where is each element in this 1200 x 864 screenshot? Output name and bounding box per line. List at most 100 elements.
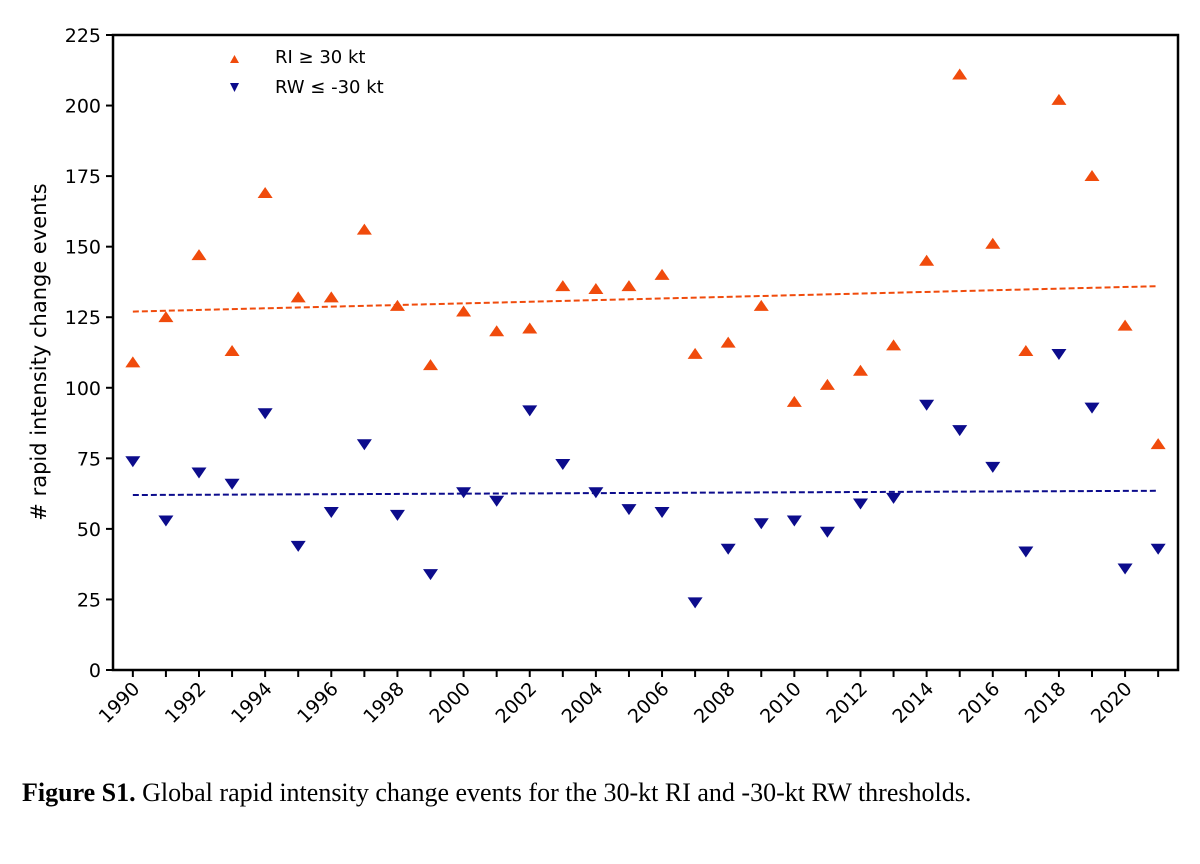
data-point-ri <box>886 339 902 351</box>
data-point-rw <box>158 515 174 527</box>
data-point-ri <box>654 268 670 280</box>
data-point-rw <box>257 408 273 420</box>
data-point-rw <box>654 507 670 519</box>
data-point-ri <box>555 280 571 292</box>
axes <box>111 33 1180 672</box>
data-point-rw <box>786 515 802 527</box>
data-point-ri <box>852 364 868 376</box>
figure-caption: Figure S1. Global rapid intensity change… <box>22 778 1172 808</box>
data-point-ri <box>522 322 538 334</box>
figure-caption-text: Global rapid intensity change events for… <box>135 778 972 807</box>
x-tick-label: 2000 <box>425 678 475 728</box>
data-point-rw <box>886 492 902 504</box>
y-tick-label: 200 <box>65 96 101 118</box>
data-point-rw <box>456 487 472 499</box>
data-point-rw <box>985 461 1001 473</box>
x-tick-label: 2014 <box>888 678 938 728</box>
data-point-ri <box>1150 438 1166 450</box>
data-point-rw <box>1018 546 1034 558</box>
data-point-ri <box>489 325 505 337</box>
data-point-rw <box>720 543 736 555</box>
y-axis-label: # rapid intensity change events <box>27 183 51 520</box>
data-point-rw <box>224 478 240 490</box>
data-point-rw <box>819 526 835 538</box>
data-point-rw <box>919 399 935 411</box>
x-tick-label: 1990 <box>95 678 145 728</box>
data-point-ri <box>786 395 802 407</box>
figure-caption-label: Figure S1. <box>22 778 136 807</box>
data-point-ri <box>191 249 207 261</box>
x-axis: 1990 1992 1994 1996 1998 2000 2002 2004 2006 2008… <box>95 670 1160 728</box>
data-point-rw <box>489 495 505 507</box>
data-point-ri <box>323 291 339 303</box>
trend-line-ri <box>132 285 1159 313</box>
data-point-rw <box>621 504 637 516</box>
data-point-rw <box>852 498 868 510</box>
y-tick-label: 225 <box>65 25 101 47</box>
y-tick-label: 100 <box>65 378 101 400</box>
data-point-rw <box>125 456 141 468</box>
data-point-ri <box>1117 319 1133 331</box>
legend-marker-ri <box>230 55 239 63</box>
data-point-ri <box>257 186 273 198</box>
x-tick-label: 2008 <box>690 678 740 728</box>
x-tick-label: 2002 <box>492 678 542 728</box>
data-point-ri <box>687 347 703 359</box>
data-point-ri <box>985 237 1001 249</box>
data-point-rw <box>423 569 439 581</box>
data-point-ri <box>819 378 835 390</box>
data-point-rw <box>290 540 306 552</box>
data-point-rw <box>356 439 372 451</box>
data-points <box>125 68 1166 609</box>
x-tick-label: 2020 <box>1087 678 1137 728</box>
data-point-ri <box>753 299 769 311</box>
legend-label-rw: RW ≤ -30 kt <box>275 77 384 98</box>
x-tick-label: 1992 <box>161 678 211 728</box>
data-point-rw <box>687 597 703 609</box>
data-point-rw <box>588 487 604 499</box>
data-point-ri <box>224 345 240 357</box>
x-tick-label: 2004 <box>558 678 608 728</box>
data-point-rw <box>323 507 339 519</box>
x-tick-label: 2018 <box>1021 678 1071 728</box>
y-tick-label: 25 <box>77 589 101 611</box>
y-tick-label: 175 <box>65 166 101 188</box>
y-tick-label: 150 <box>65 237 101 259</box>
y-tick-label: 125 <box>65 307 101 329</box>
trend-lines <box>132 285 1159 497</box>
data-point-ri <box>1051 93 1067 105</box>
data-point-rw <box>1051 348 1067 360</box>
data-point-ri <box>125 356 141 368</box>
data-point-ri <box>621 280 637 292</box>
x-tick-label: 2006 <box>624 678 674 728</box>
data-point-ri <box>158 311 174 323</box>
trend-line-rw <box>132 489 1159 497</box>
x-tick-label: 1996 <box>293 678 343 728</box>
data-point-rw <box>555 459 571 471</box>
y-tick-label: 0 <box>89 660 101 682</box>
data-point-ri <box>389 299 405 311</box>
data-point-rw <box>1150 543 1166 555</box>
legend-marker-rw <box>230 83 239 92</box>
y-axis: 0 25 50 75 100 125 150 175 200 225 <box>65 25 113 682</box>
x-tick-label: 2010 <box>756 678 806 728</box>
x-tick-label: 1998 <box>359 678 409 728</box>
data-point-rw <box>191 467 207 479</box>
legend: RI ≥ 30 kt RW ≤ -30 kt <box>230 47 384 98</box>
data-point-ri <box>919 254 935 266</box>
data-point-ri <box>1018 345 1034 357</box>
data-point-rw <box>952 425 968 437</box>
data-point-ri <box>290 291 306 303</box>
x-tick-label: 1994 <box>227 678 277 728</box>
data-point-rw <box>389 509 405 521</box>
data-point-ri <box>356 223 372 235</box>
data-point-rw <box>1117 563 1133 575</box>
legend-label-ri: RI ≥ 30 kt <box>275 47 365 68</box>
data-point-ri <box>588 282 604 294</box>
data-point-rw <box>753 518 769 530</box>
plot-frame <box>111 33 1180 672</box>
data-point-ri <box>456 305 472 317</box>
data-point-ri <box>423 359 439 371</box>
data-point-rw <box>1084 402 1100 414</box>
